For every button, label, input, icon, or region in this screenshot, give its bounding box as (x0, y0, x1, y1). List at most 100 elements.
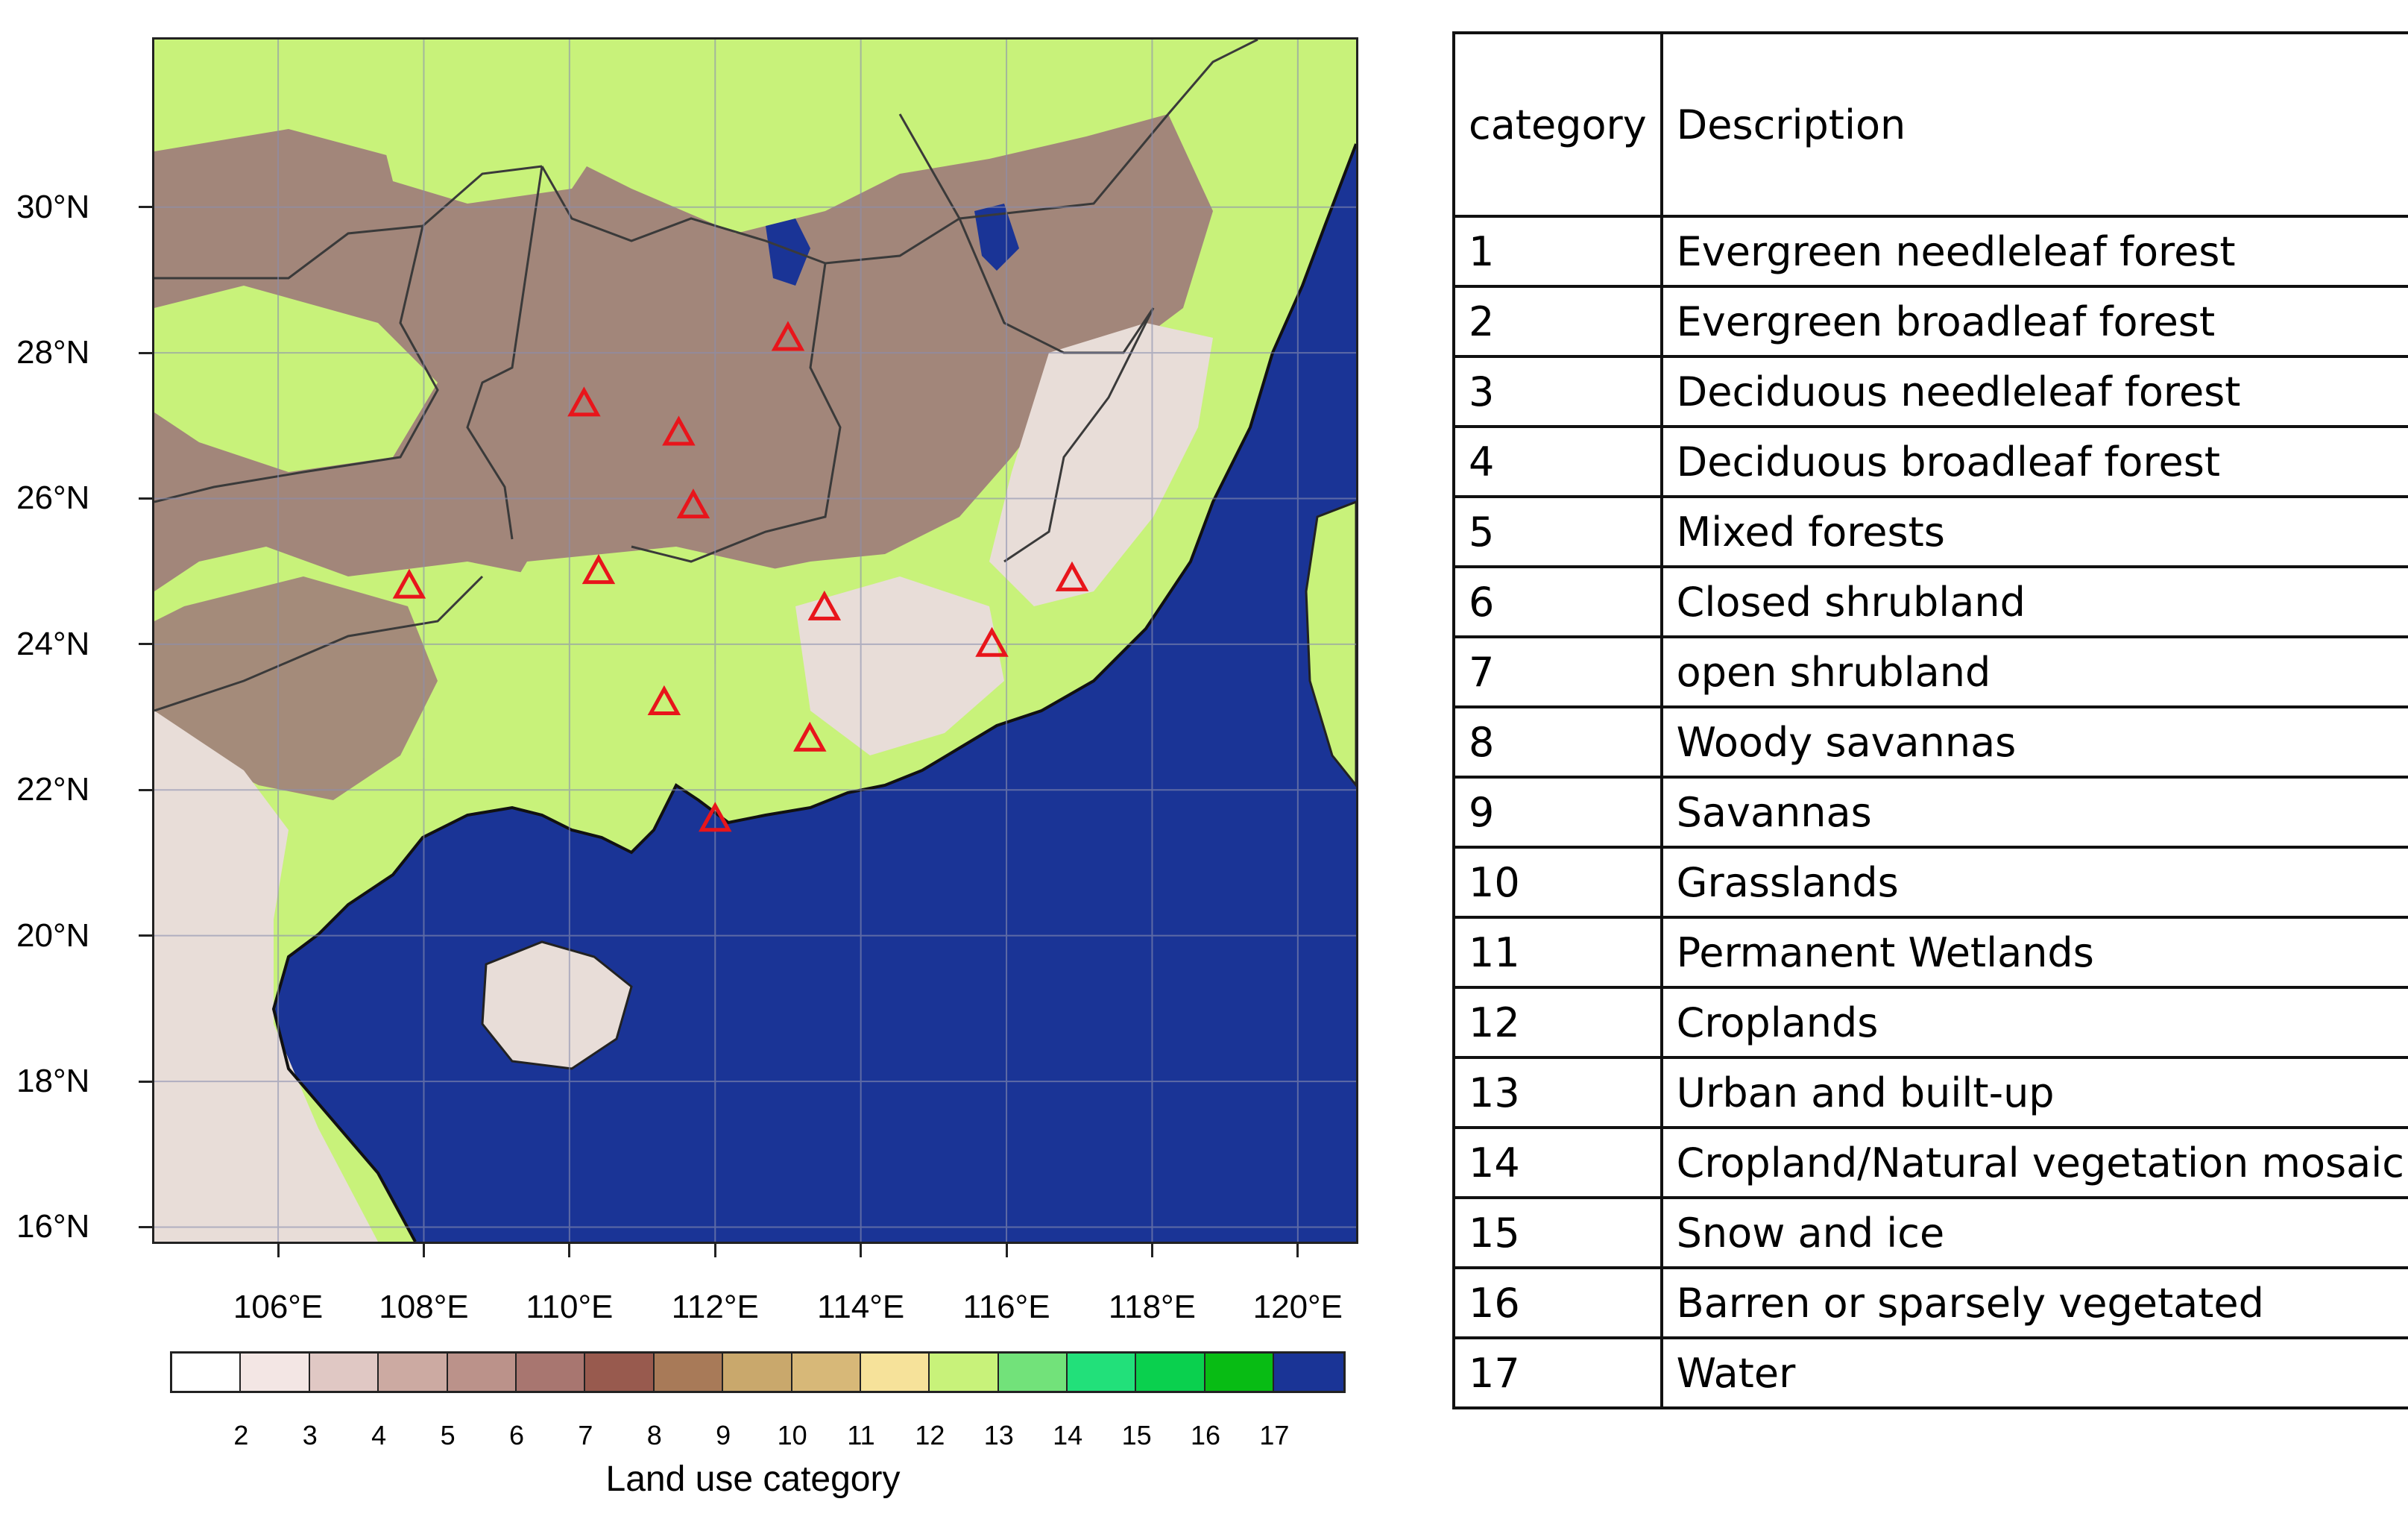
category-cell: 3 (1452, 355, 1663, 428)
colorbar-tick-label: 5 (440, 1420, 456, 1450)
shrubland-region-vietnam (154, 711, 378, 1242)
longitude-tick-label: 112°E (671, 1289, 759, 1325)
header-category: category (1452, 31, 1663, 218)
description-cell: Deciduous broadleaf forest (1660, 425, 2408, 498)
map-canvas (154, 40, 1356, 1242)
station-marker-triangle (647, 685, 681, 715)
table-row: 7 open shrubland (1452, 635, 2408, 708)
category-cell: 7 (1452, 635, 1663, 708)
colorbar-swatch (309, 1354, 379, 1391)
longitude-tick (1005, 1244, 1008, 1257)
latitude-tick (139, 497, 152, 500)
latitude-tick (139, 643, 152, 646)
description-cell: Urban and built-up (1660, 1056, 2408, 1129)
table-row: 10 Grasslands (1452, 846, 2408, 919)
description-cell: Mixed forests (1660, 495, 2408, 568)
colorbar-tick-label: 9 (716, 1420, 731, 1450)
description-cell: Woody savannas (1660, 705, 2408, 779)
colorbar-title: Land use category (605, 1459, 901, 1499)
category-cell: 8 (1452, 705, 1663, 779)
colorbar-tick-label: 15 (1121, 1420, 1152, 1450)
table-row: 1 Evergreen needleleaf forest (1452, 215, 2408, 288)
latitude-tick (139, 934, 152, 937)
longitude-tick (1296, 1244, 1299, 1257)
colorbar-tick-label: 10 (777, 1420, 807, 1450)
category-cell: 2 (1452, 285, 1663, 358)
longitude-tick-label: 120°E (1252, 1289, 1343, 1325)
longitude-tick-label: 108°E (379, 1289, 469, 1325)
category-cell: 12 (1452, 986, 1663, 1059)
colorbar-tick-label: 4 (371, 1420, 387, 1450)
station-marker-triangle (1055, 561, 1089, 591)
longitude-tick-label: 110°E (526, 1289, 614, 1325)
colorbar-swatch (654, 1354, 724, 1391)
table-header-row: category Description (1452, 31, 2408, 218)
description-cell: Savannas (1660, 776, 2408, 849)
colorbar-tick-label: 16 (1190, 1420, 1221, 1450)
lake-poyang (974, 204, 1019, 271)
description-cell: Evergreen broadleaf forest (1660, 285, 2408, 358)
longitude-tick-label: 114°E (817, 1289, 905, 1325)
station-marker-triangle (793, 721, 827, 752)
croplands-region-3 (482, 547, 825, 785)
table-row: 17 Water (1452, 1336, 2408, 1409)
colorbar-tick-label: 6 (508, 1420, 525, 1450)
colorbar-tick-label: 2 (233, 1420, 249, 1450)
description-cell: Barren or sparsely vegetated (1660, 1266, 2408, 1339)
category-cell: 6 (1452, 565, 1663, 638)
latitude-tick-label: 16°N (16, 1208, 90, 1245)
category-cell: 17 (1452, 1336, 1663, 1409)
description-cell: open shrubland (1660, 635, 2408, 708)
colorbar-swatch (241, 1354, 310, 1391)
colorbar-swatch (723, 1354, 792, 1391)
station-marker-triangle (662, 415, 696, 446)
category-cell: 1 (1452, 215, 1663, 288)
description-cell: Deciduous needleleaf forest (1660, 355, 2408, 428)
colorbar-tick-label: 11 (847, 1420, 875, 1450)
colorbar-swatch (860, 1354, 930, 1391)
category-cell: 14 (1452, 1126, 1663, 1199)
latitude-tick-label: 20°N (16, 917, 90, 954)
colorbar-swatch (1136, 1354, 1205, 1391)
map-panel: 30°N 28°N 26°N 24°N 22°N 20°N 18°N 16°N 106°E 10… (16, 37, 1358, 1499)
longitude-tick-label: 118°E (1108, 1289, 1196, 1325)
category-cell: 4 (1452, 425, 1663, 498)
category-cell: 10 (1452, 846, 1663, 919)
colorbar-swatch (1068, 1354, 1137, 1391)
colorbar-swatch (447, 1354, 517, 1391)
latitude-tick (139, 788, 152, 791)
table-row: 14 Cropland/Natural vegetation mosaic (1452, 1126, 2408, 1199)
colorbar-swatch (516, 1354, 586, 1391)
table-row: 9 Savannas (1452, 776, 2408, 849)
station-marker-triangle (392, 568, 426, 599)
category-cell: 16 (1452, 1266, 1663, 1339)
table-row: 5 Mixed forests (1452, 495, 2408, 568)
longitude-tick-label: 106°E (233, 1289, 324, 1325)
latitude-tick-label: 26°N (16, 480, 90, 517)
table-row: 15 Snow and ice (1452, 1196, 2408, 1269)
graticule (154, 40, 1356, 1242)
table-row: 3 Deciduous needleleaf forest (1452, 355, 2408, 428)
description-cell: Snow and ice (1660, 1196, 2408, 1269)
table-row: 4 Deciduous broadleaf forest (1452, 425, 2408, 498)
longitude-tick (568, 1244, 571, 1257)
colorbar-swatch (792, 1354, 861, 1391)
lake-dongting (766, 219, 810, 286)
colorbar-swatch (1205, 1354, 1275, 1391)
station-marker-triangle (676, 488, 710, 519)
category-cell: 9 (1452, 776, 1663, 849)
station-marker-triangle (771, 321, 805, 351)
table-row: 11 Permanent Wetlands (1452, 916, 2408, 989)
land-use-map (152, 37, 1358, 1244)
table-row: 6 Closed shrubland (1452, 565, 2408, 638)
shrubland-region-south (795, 576, 1004, 755)
longitude-tick (422, 1244, 425, 1257)
description-cell: Water (1660, 1336, 2408, 1409)
croplands-region-2 (378, 99, 602, 204)
description-cell: Cropland/Natural vegetation mosaic (1660, 1126, 2408, 1199)
colorbar-tick-label: 8 (646, 1420, 662, 1450)
colorbar-tick-label: 17 (1259, 1420, 1290, 1450)
table-body: 1 Evergreen needleleaf forest 2 Evergreen b… (1452, 215, 2408, 1409)
header-description: Description (1660, 31, 2408, 218)
longitude-tick (277, 1244, 280, 1257)
